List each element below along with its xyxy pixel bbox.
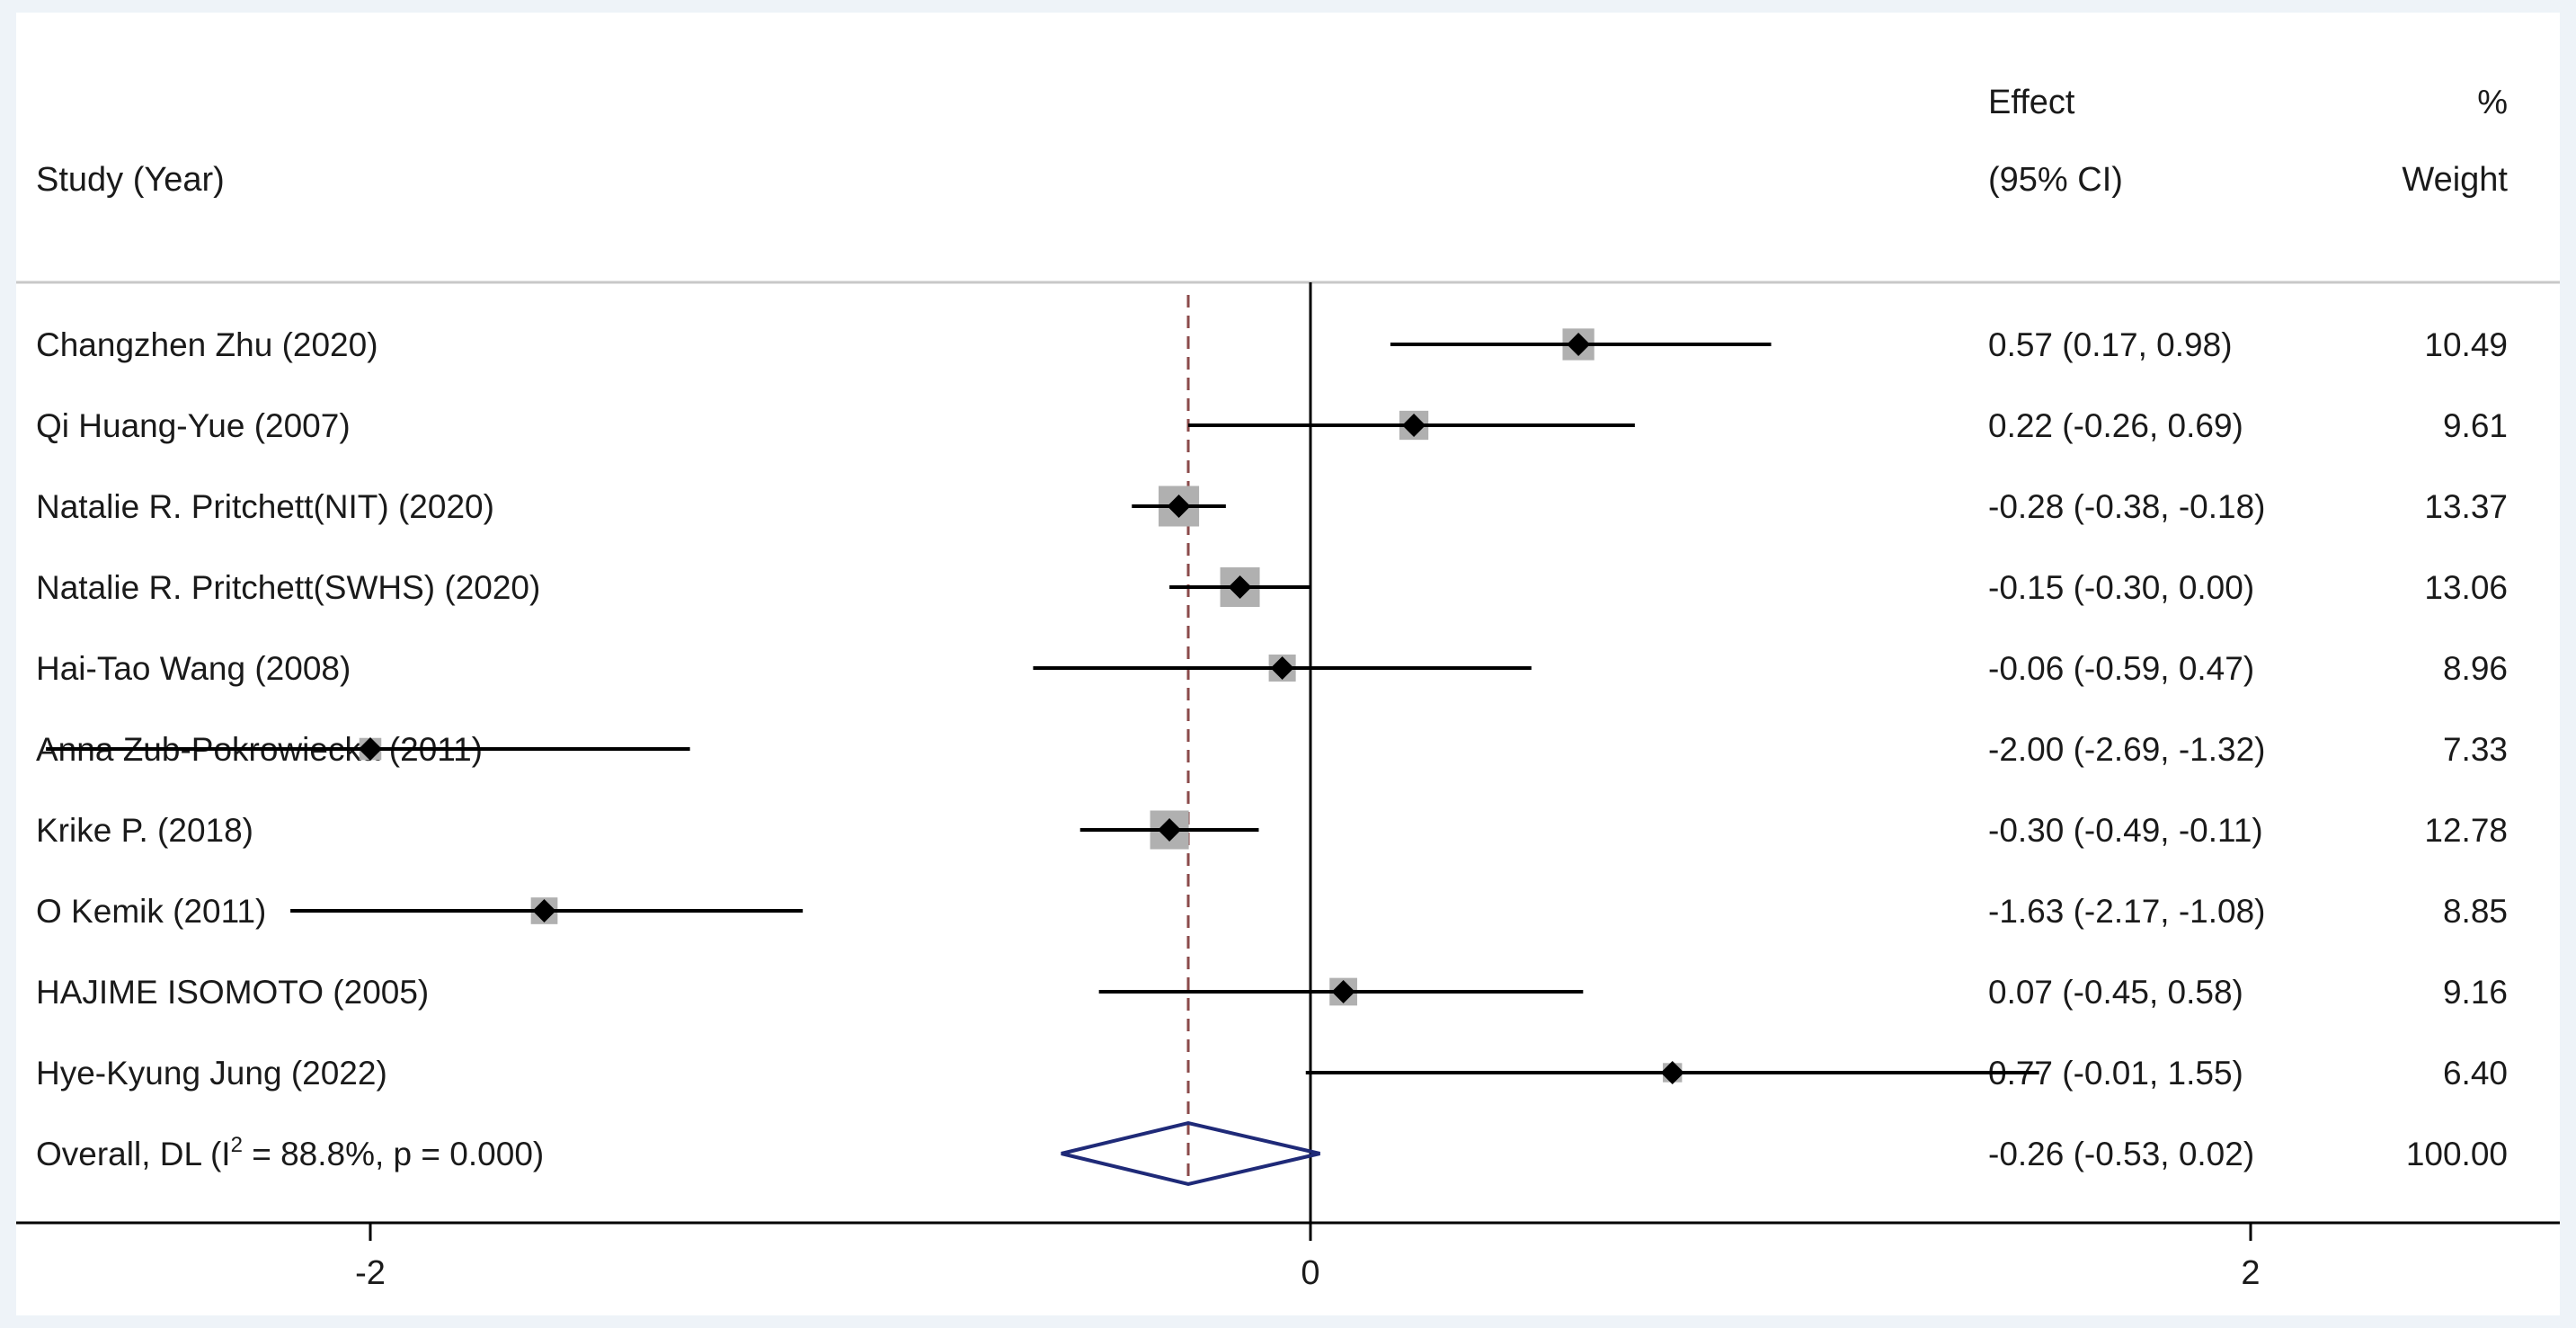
- study-label: Qi Huang-Yue (2007): [36, 407, 351, 444]
- study-weight: 13.37: [2424, 488, 2508, 525]
- study-weight: 12.78: [2424, 812, 2508, 849]
- effect-point-marker: [1158, 818, 1182, 842]
- forest-marks: [46, 282, 2039, 1223]
- study-weight: 6.40: [2443, 1055, 2508, 1092]
- study-rows: Changzhen Zhu (2020) 0.57 (0.17, 0.98) 10.…: [36, 326, 2508, 1172]
- x-axis-tick-label: 0: [1301, 1254, 1319, 1292]
- study-weight: 9.16: [2443, 974, 2508, 1011]
- x-axis-tick-label: -2: [355, 1254, 386, 1292]
- effect-point-marker: [1167, 495, 1191, 518]
- study-effect-ci: -0.06 (-0.59, 0.47): [1988, 650, 2254, 687]
- header-weight-label: Weight: [2402, 161, 2508, 199]
- header-ci-label: (95% CI): [1988, 161, 2123, 199]
- study-label: Krike P. (2018): [36, 812, 253, 849]
- study-effect-ci: 0.22 (-0.26, 0.69): [1988, 407, 2243, 444]
- effect-point-marker: [1567, 333, 1591, 356]
- study-weight: 7.33: [2443, 731, 2508, 768]
- study-label: Changzhen Zhu (2020): [36, 326, 378, 363]
- overall-weight: 100.00: [2406, 1136, 2508, 1172]
- study-effect-ci: -0.15 (-0.30, 0.00): [1988, 569, 2254, 606]
- effect-point-marker: [359, 737, 382, 761]
- study-effect-ci: -0.28 (-0.38, -0.18): [1988, 488, 2265, 525]
- study-weight: 8.96: [2443, 650, 2508, 687]
- study-weight: 8.85: [2443, 893, 2508, 930]
- header-study-label: Study (Year): [36, 161, 225, 199]
- study-label: Natalie R. Pritchett(SWHS) (2020): [36, 569, 540, 606]
- study-effect-ci: -2.00 (-2.69, -1.32): [1988, 731, 2265, 768]
- x-axis-tick-label: 2: [2241, 1254, 2260, 1292]
- effect-point-marker: [532, 899, 556, 922]
- study-label: Hye-Kyung Jung (2022): [36, 1055, 387, 1092]
- study-label: Natalie R. Pritchett(NIT) (2020): [36, 488, 494, 525]
- overall-effect-diamond: [1061, 1120, 1320, 1187]
- effect-point-marker: [1402, 414, 1426, 437]
- study-label: O Kemik (2011): [36, 893, 266, 930]
- study-effect-ci: -1.63 (-2.17, -1.08): [1988, 893, 2265, 930]
- study-effect-ci: -0.30 (-0.49, -0.11): [1988, 812, 2263, 849]
- header-percent-label: %: [2477, 84, 2508, 121]
- study-label: HAJIME ISOMOTO (2005): [36, 974, 429, 1011]
- overall-label: Overall, DL (I2 = 88.8%, p = 0.000): [36, 1133, 544, 1172]
- overall-effect-ci: -0.26 (-0.53, 0.02): [1988, 1136, 2254, 1172]
- study-effect-ci: 0.57 (0.17, 0.98): [1988, 326, 2233, 363]
- study-weight: 13.06: [2424, 569, 2508, 606]
- study-weight: 9.61: [2443, 407, 2508, 444]
- study-weight: 10.49: [2424, 326, 2508, 363]
- effect-point-marker: [1228, 575, 1252, 599]
- effect-point-marker: [1331, 980, 1355, 1003]
- effect-point-marker: [1660, 1061, 1684, 1084]
- study-label: Hai-Tao Wang (2008): [36, 650, 351, 687]
- study-effect-ci: 0.07 (-0.45, 0.58): [1988, 974, 2243, 1011]
- header-effect-label: Effect: [1988, 84, 2075, 121]
- x-axis-ticks: -2 0 2: [355, 1223, 2261, 1292]
- effect-point-marker: [1270, 656, 1294, 680]
